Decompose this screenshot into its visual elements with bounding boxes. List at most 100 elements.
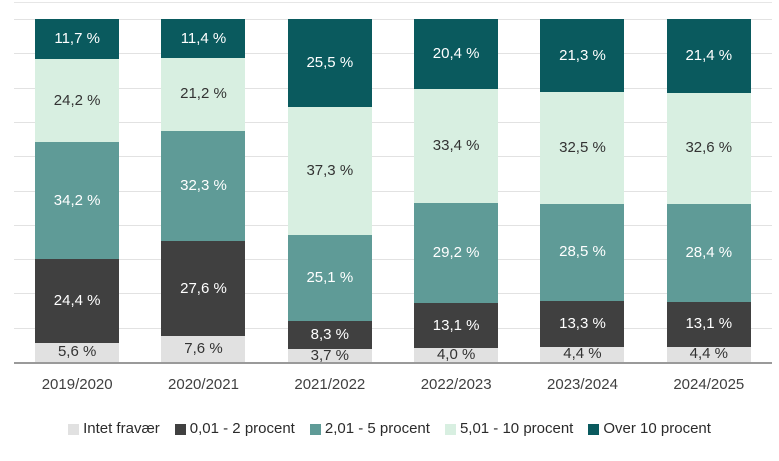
stacked-bar: 5,6 % 24,4 % 34,2 % 24,2 % 11,7 %	[35, 19, 120, 362]
stacked-bar: 4,4 % 13,1 % 28,4 % 32,6 % 21,4 %	[666, 19, 751, 363]
bar-column-2024-2025: 4,4 % 13,1 % 28,4 % 32,6 % 21,4 %	[646, 19, 772, 362]
category-label: 2020/2021	[168, 376, 239, 393]
data-label: 25,5 %	[306, 53, 354, 71]
legend-label: Over 10 procent	[603, 420, 711, 437]
bar-segment[interactable]: 13,1 %	[414, 303, 499, 349]
category-label: 2019/2020	[41, 376, 113, 393]
data-label: 21,3 %	[559, 46, 606, 64]
category-label: 2024/2025	[673, 376, 745, 393]
legend-swatch-icon	[68, 423, 80, 435]
bar-column-2020-2021: 7,6 % 27,6 % 32,3 % 21,2 % 11,4 %	[140, 19, 266, 362]
data-label: 28,4 %	[685, 244, 733, 262]
gridline	[14, 121, 772, 123]
bar-segment[interactable]: 11,7 %	[35, 19, 120, 60]
data-label: 37,3 %	[306, 161, 354, 179]
bar-segment[interactable]: 24,2 %	[35, 59, 120, 143]
bars-container: 5,6 % 24,4 % 34,2 % 24,2 % 11,7 % 7,6 % 27,6 %…	[14, 19, 772, 364]
legend-item[interactable]: Intet fravær	[68, 420, 160, 438]
bar-segment[interactable]: 3,7 %	[287, 346, 372, 364]
bar-segment[interactable]: 25,1 %	[287, 234, 372, 321]
legend-swatch-icon	[309, 423, 321, 435]
bar-segment[interactable]: 7,6 %	[161, 335, 246, 362]
data-label: 24,4 %	[53, 292, 101, 310]
bar-segment[interactable]: 34,2 %	[35, 142, 120, 260]
data-label: 11,7 %	[54, 30, 100, 48]
gridline	[14, 224, 772, 226]
bar-column-2021-2022: 3,7 % 8,3 % 25,1 % 37,3 % 25,5 %	[267, 19, 393, 364]
data-label: 13,1 %	[685, 315, 733, 333]
data-label: 33,4 %	[432, 137, 480, 155]
legend-item[interactable]: 2,01 - 5 procent	[309, 420, 430, 438]
bar-segment[interactable]: 21,3 %	[540, 19, 625, 93]
bar-segment[interactable]: 8,3 %	[287, 320, 372, 350]
bar-segment[interactable]: 13,3 %	[540, 301, 625, 347]
bar-segment[interactable]: 20,4 %	[414, 19, 499, 89]
bar-segment[interactable]: 28,5 %	[540, 203, 625, 302]
stacked-bar: 3,7 % 8,3 % 25,1 % 37,3 % 25,5 %	[287, 19, 372, 364]
data-label: 21,4 %	[685, 46, 733, 64]
legend-label: 5,01 - 10 procent	[459, 420, 574, 437]
plot-area: 5,6 % 24,4 % 34,2 % 24,2 % 11,7 % 7,6 % 27,6 %…	[14, 19, 772, 364]
gridline	[14, 293, 772, 295]
gridline	[14, 19, 772, 20]
bar-segment[interactable]: 32,5 %	[540, 92, 625, 204]
bar-segment[interactable]: 11,4 %	[161, 19, 246, 59]
bar-segment[interactable]: 28,4 %	[666, 204, 751, 302]
legend-label: Intet fravær	[83, 420, 160, 437]
bar-segment[interactable]: 24,4 %	[35, 259, 120, 343]
bar-column-2022-2023: 4,0 % 13,1 % 29,2 % 33,4 % 20,4 %	[393, 19, 519, 364]
data-label: 25,1 %	[306, 268, 354, 286]
data-label: 32,6 %	[685, 139, 733, 157]
data-label: 20,4 %	[432, 44, 480, 62]
data-label: 4,0 %	[436, 346, 476, 364]
bar-segment[interactable]: 27,6 %	[161, 241, 246, 336]
bar-segment[interactable]: 13,1 %	[666, 301, 751, 347]
bar-column-2019-2020: 5,6 % 24,4 % 34,2 % 24,2 % 11,7 %	[14, 19, 140, 362]
legend-item[interactable]: Over 10 procent	[588, 420, 711, 438]
data-label: 13,3 %	[559, 315, 606, 333]
data-label: 32,5 %	[559, 138, 606, 156]
gridline	[14, 327, 772, 329]
data-label: 34,2 %	[53, 191, 101, 209]
stacked-bar: 4,0 % 13,1 % 29,2 % 33,4 % 20,4 %	[414, 19, 499, 364]
legend-item[interactable]: 0,01 - 2 procent	[174, 420, 295, 438]
bar-segment[interactable]: 37,3 %	[287, 106, 372, 235]
legend-swatch-icon	[444, 423, 456, 435]
bar-segment[interactable]: 32,3 %	[161, 130, 246, 242]
legend-label: 0,01 - 2 procent	[189, 420, 295, 437]
bar-segment[interactable]: 5,6 %	[35, 342, 120, 362]
bar-column-2023-2024: 4,4 % 13,3 % 28,5 % 32,5 % 21,3 %	[519, 19, 645, 362]
data-label: 29,2 %	[432, 244, 480, 262]
data-label: 28,5 %	[559, 243, 606, 261]
data-label: 8,3 %	[310, 326, 349, 344]
bar-segment[interactable]: 29,2 %	[414, 203, 499, 304]
x-axis-labels: 2019/2020 2020/2021 2021/2022 2022/2023 2023…	[14, 376, 772, 394]
bar-segment[interactable]: 33,4 %	[414, 88, 499, 204]
data-label: 27,6 %	[180, 279, 227, 297]
data-label: 7,6 %	[184, 339, 223, 357]
data-label: 3,7 %	[310, 346, 349, 364]
category-label: 2023/2024	[547, 376, 618, 393]
stacked-bar: 7,6 % 27,6 % 32,3 % 21,2 % 11,4 %	[161, 19, 246, 362]
data-label: 4,4 %	[689, 345, 728, 363]
legend: Intet fravær 0,01 - 2 procent 2,01 - 5 pro…	[0, 420, 779, 438]
legend-label: 2,01 - 5 procent	[324, 420, 430, 437]
bar-segment[interactable]: 25,5 %	[287, 19, 372, 107]
bar-segment[interactable]: 32,6 %	[666, 92, 751, 205]
bar-segment[interactable]: 21,4 %	[666, 19, 751, 93]
bar-segment[interactable]: 21,2 %	[161, 58, 246, 131]
bar-segment[interactable]: 4,4 %	[540, 345, 625, 363]
bar-segment[interactable]: 4,0 %	[414, 346, 499, 364]
stacked-bar: 4,4 % 13,3 % 28,5 % 32,5 % 21,3 %	[540, 19, 625, 363]
gridline	[14, 259, 772, 261]
gridline	[14, 190, 772, 192]
bar-segment[interactable]: 4,4 %	[666, 345, 751, 363]
gridline	[14, 87, 772, 89]
legend-item[interactable]: 5,01 - 10 procent	[444, 420, 574, 438]
data-label: 21,2 %	[180, 85, 227, 103]
data-label: 4,4 %	[563, 345, 602, 363]
data-label: 24,2 %	[53, 91, 101, 109]
data-label: 11,4 %	[180, 29, 227, 47]
gridline	[14, 156, 772, 158]
